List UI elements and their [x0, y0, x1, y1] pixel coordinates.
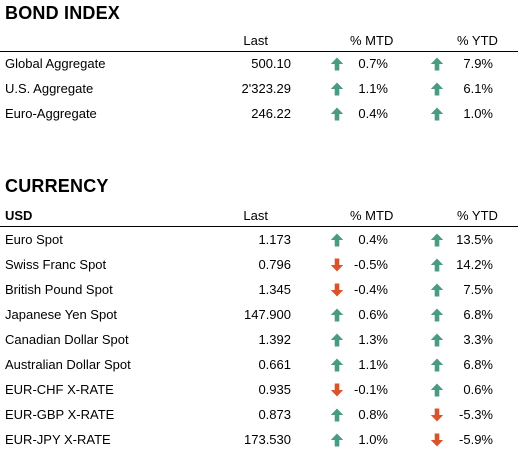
- row-last: 0.873: [258, 407, 291, 422]
- table-row: British Pound Spot 1.345 -0.4% 7.5%: [0, 280, 518, 300]
- row-name: British Pound Spot: [5, 282, 113, 297]
- row-mtd: 1.3%: [358, 332, 388, 347]
- currency-header-rule: [0, 226, 518, 227]
- row-last: 2'323.29: [241, 81, 291, 96]
- bond-index-header-rule: [0, 51, 518, 52]
- row-ytd: -5.9%: [459, 432, 493, 447]
- row-last: 0.935: [258, 382, 291, 397]
- row-mtd: -0.1%: [354, 382, 388, 397]
- arrow-up-icon: [430, 333, 444, 347]
- table-row: Australian Dollar Spot 0.661 1.1% 6.8%: [0, 355, 518, 375]
- row-mtd: 0.8%: [358, 407, 388, 422]
- bond-index-header: Last % MTD % YTD: [0, 31, 518, 51]
- row-mtd: 1.0%: [358, 432, 388, 447]
- table-row: U.S. Aggregate 2'323.29 1.1% 6.1%: [0, 79, 518, 99]
- table-row: EUR-GBP X-RATE 0.873 0.8% -5.3%: [0, 405, 518, 425]
- row-name: Euro-Aggregate: [5, 106, 97, 121]
- row-name: U.S. Aggregate: [5, 81, 94, 96]
- arrow-up-icon: [330, 57, 344, 71]
- arrow-down-icon: [330, 283, 344, 297]
- table-row: EUR-CHF X-RATE 0.935 -0.1% 0.6%: [0, 380, 518, 400]
- row-name: EUR-JPY X-RATE: [5, 432, 111, 447]
- arrow-up-icon: [430, 107, 444, 121]
- bond-index-title: BOND INDEX: [5, 3, 121, 23]
- row-mtd: 0.6%: [358, 307, 388, 322]
- header-ytd: % YTD: [457, 33, 498, 48]
- row-last: 500.10: [251, 56, 291, 71]
- row-ytd: 6.1%: [463, 81, 493, 96]
- row-mtd: -0.4%: [354, 282, 388, 297]
- arrow-up-icon: [430, 258, 444, 272]
- arrow-up-icon: [330, 308, 344, 322]
- table-row: EUR-JPY X-RATE 173.530 1.0% -5.9%: [0, 430, 518, 450]
- currency-title: CURRENCY: [5, 176, 109, 196]
- row-name: Global Aggregate: [5, 56, 106, 71]
- row-ytd: 0.6%: [463, 382, 493, 397]
- arrow-down-icon: [330, 258, 344, 272]
- row-name: Euro Spot: [5, 232, 63, 247]
- arrow-up-icon: [330, 333, 344, 347]
- row-ytd: 7.5%: [463, 282, 493, 297]
- row-name: Australian Dollar Spot: [5, 357, 131, 372]
- header-last: Last: [243, 33, 268, 48]
- table-row: Swiss Franc Spot 0.796 -0.5% 14.2%: [0, 255, 518, 275]
- row-mtd: -0.5%: [354, 257, 388, 272]
- header-mtd: % MTD: [350, 208, 394, 223]
- arrow-up-icon: [430, 233, 444, 247]
- row-mtd: 0.4%: [358, 106, 388, 121]
- row-name: Japanese Yen Spot: [5, 307, 118, 322]
- arrow-down-icon: [330, 383, 344, 397]
- arrow-up-icon: [430, 57, 444, 71]
- row-mtd: 0.7%: [358, 56, 388, 71]
- row-last: 147.900: [244, 307, 291, 322]
- header-last: Last: [243, 208, 268, 223]
- arrow-up-icon: [430, 283, 444, 297]
- row-last: 1.173: [258, 232, 291, 247]
- arrow-up-icon: [330, 408, 344, 422]
- row-ytd: 7.9%: [463, 56, 493, 71]
- row-last: 0.796: [258, 257, 291, 272]
- header-mtd: % MTD: [350, 33, 394, 48]
- row-ytd: -5.3%: [459, 407, 493, 422]
- row-last: 173.530: [244, 432, 291, 447]
- row-last: 0.661: [258, 357, 291, 372]
- row-ytd: 6.8%: [463, 307, 493, 322]
- row-mtd: 0.4%: [358, 232, 388, 247]
- row-ytd: 3.3%: [463, 332, 493, 347]
- table-row: Euro-Aggregate 246.22 0.4% 1.0%: [0, 104, 518, 124]
- table-row: Japanese Yen Spot 147.900 0.6% 6.8%: [0, 305, 518, 325]
- table-row: Global Aggregate 500.10 0.7% 7.9%: [0, 54, 518, 74]
- table-row: Euro Spot 1.173 0.4% 13.5%: [0, 230, 518, 250]
- row-name: Swiss Franc Spot: [5, 257, 107, 272]
- header-base-currency: USD: [5, 208, 33, 223]
- row-mtd: 1.1%: [358, 81, 388, 96]
- row-ytd: 14.2%: [456, 257, 493, 272]
- currency-header: USD Last % MTD % YTD: [0, 206, 518, 226]
- row-last: 1.345: [258, 282, 291, 297]
- arrow-down-icon: [430, 433, 444, 447]
- arrow-up-icon: [430, 358, 444, 372]
- row-mtd: 1.1%: [358, 357, 388, 372]
- row-ytd: 1.0%: [463, 106, 493, 121]
- arrow-up-icon: [330, 82, 344, 96]
- arrow-up-icon: [430, 82, 444, 96]
- row-name: Canadian Dollar Spot: [5, 332, 129, 347]
- arrow-up-icon: [430, 308, 444, 322]
- arrow-down-icon: [430, 408, 444, 422]
- arrow-up-icon: [330, 358, 344, 372]
- row-name: EUR-GBP X-RATE: [5, 407, 115, 422]
- row-ytd: 13.5%: [456, 232, 493, 247]
- arrow-up-icon: [330, 233, 344, 247]
- arrow-up-icon: [330, 433, 344, 447]
- row-ytd: 6.8%: [463, 357, 493, 372]
- header-ytd: % YTD: [457, 208, 498, 223]
- arrow-up-icon: [430, 383, 444, 397]
- row-last: 246.22: [251, 106, 291, 121]
- table-row: Canadian Dollar Spot 1.392 1.3% 3.3%: [0, 330, 518, 350]
- row-last: 1.392: [258, 332, 291, 347]
- arrow-up-icon: [330, 107, 344, 121]
- row-name: EUR-CHF X-RATE: [5, 382, 114, 397]
